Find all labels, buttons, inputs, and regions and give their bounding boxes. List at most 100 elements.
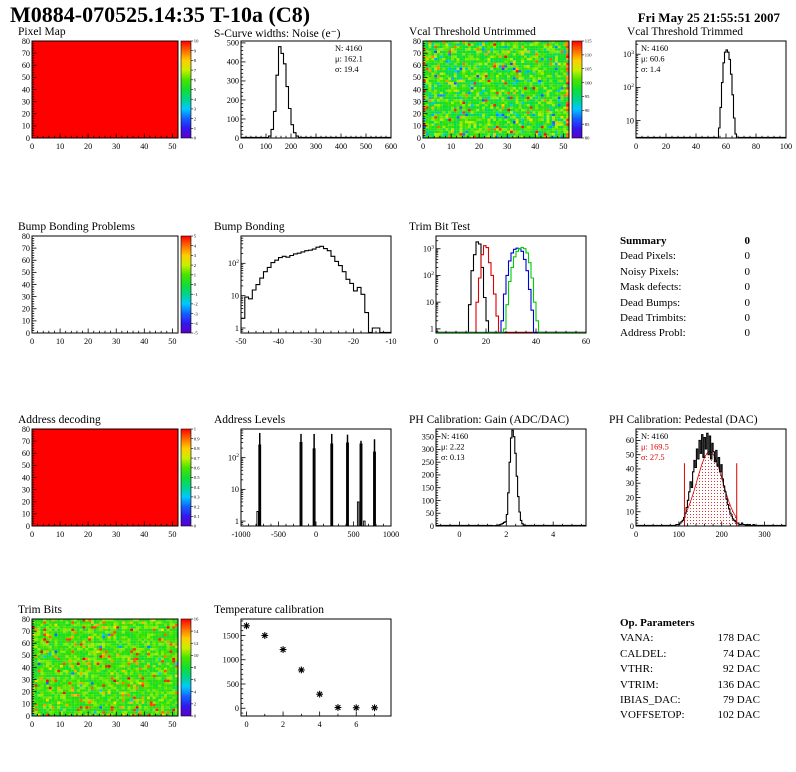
svg-text:0: 0 — [30, 337, 34, 346]
chart-title-bump-problems: Bump Bonding Problems — [18, 221, 135, 233]
svg-text:20: 20 — [22, 305, 30, 314]
svg-text:110: 110 — [585, 53, 592, 58]
svg-text:85: 85 — [585, 122, 590, 127]
scurve-noise-chart: 0 100 200 300 400 500 600 0 100 200 300 400 500 N: 41… — [204, 38, 400, 160]
svg-text:20: 20 — [662, 142, 670, 151]
block-row: Noisy Pixels: 0 — [620, 265, 750, 278]
chart-title-vcal-untrimmed: Vcal Threshold Untrimmed — [409, 26, 536, 38]
block-row: Dead Pixels: 0 — [620, 250, 750, 263]
svg-text:0: 0 — [235, 134, 239, 143]
svg-text:σ: 1.4: σ: 1.4 — [641, 65, 661, 74]
chart-title-address-levels: Address Levels — [214, 414, 286, 426]
chart-title-ph-gain: PH Calibration: Gain (ADC/DAC) — [409, 414, 570, 426]
chart-title-address-decoding: Address decoding — [18, 414, 101, 426]
chart-svg-bump-bonding: -50 -40 -30 -20 -10 1 10 102 — [228, 235, 396, 346]
svg-text:200: 200 — [716, 530, 728, 539]
svg-text:10: 10 — [56, 337, 64, 346]
svg-text:100: 100 — [585, 80, 593, 85]
svg-text:40: 40 — [140, 142, 148, 151]
chart-title-trim-bits: Trim Bits — [18, 604, 63, 616]
svg-text:6: 6 — [194, 78, 197, 83]
svg-text:200: 200 — [422, 471, 434, 480]
vcal-trimmed-chart: 0 20 40 60 80 100 10 102 103 N: 4160 μ: 60.6 σ: 1.4 — [599, 38, 795, 160]
svg-text:0: 0 — [26, 134, 30, 143]
block-row: Dead Bumps: 0 — [620, 296, 750, 309]
chart-title-pixel-map: Pixel Map — [18, 26, 66, 38]
svg-text:103: 103 — [423, 244, 434, 253]
svg-text:102: 102 — [228, 259, 239, 268]
svg-text:40: 40 — [626, 465, 634, 474]
chart-svg-address-decoding: 00.10.20.30.40.50.60.70.80.910 10 20 30 40 50… — [22, 425, 200, 539]
svg-text:60: 60 — [22, 449, 30, 458]
chart-svg-scurve-noise: 0 100 200 300 400 500 600 0 100 200 300 400 500 N: 41… — [227, 39, 397, 151]
svg-text:0: 0 — [194, 282, 197, 287]
svg-text:0: 0 — [630, 522, 634, 531]
svg-text:50: 50 — [168, 337, 176, 346]
svg-text:100: 100 — [260, 142, 272, 151]
svg-text:40: 40 — [532, 337, 540, 346]
svg-text:50: 50 — [22, 461, 30, 470]
svg-text:50: 50 — [413, 73, 421, 82]
svg-text:μ: 162.1: μ: 162.1 — [335, 55, 363, 64]
svg-text:0.4: 0.4 — [194, 485, 200, 490]
svg-text:10: 10 — [447, 142, 455, 151]
svg-text:300: 300 — [422, 445, 434, 454]
svg-text:80: 80 — [752, 142, 760, 151]
svg-text:1: 1 — [194, 126, 197, 131]
svg-text:N: 4160: N: 4160 — [641, 432, 668, 441]
svg-text:40: 40 — [22, 473, 30, 482]
svg-text:115: 115 — [585, 39, 592, 44]
svg-text:μ: 2.22: μ: 2.22 — [441, 443, 465, 452]
svg-text:20: 20 — [84, 142, 92, 151]
svg-text:90: 90 — [585, 108, 590, 113]
svg-text:10: 10 — [413, 122, 421, 131]
svg-text:0.1: 0.1 — [194, 514, 200, 519]
svg-text:50: 50 — [168, 530, 176, 539]
panel-bump-bonding: Bump Bonding -50 -40 -30 -20 -10 1 10 102 — [204, 221, 400, 355]
panel-address-levels: Address Levels -1000 -500 0 500 1000 1 10 102 — [204, 414, 400, 548]
svg-text:80: 80 — [22, 38, 30, 46]
svg-text:500: 500 — [347, 530, 359, 539]
svg-text:0: 0 — [634, 142, 638, 151]
svg-text:-1: -1 — [194, 292, 199, 297]
svg-text:-1000: -1000 — [231, 530, 250, 539]
block-row: VTRIM: 136 DAC — [620, 678, 760, 691]
address-levels-chart: -1000 -500 0 500 1000 1 10 102 — [204, 426, 400, 548]
temperature-calibration-chart: 0 2 4 6 0 500 1000 1500 — [204, 616, 400, 738]
ph-gain-chart: 0 2 4 0 50 100 150 200 250 300 350 N: 4160 μ: 2.22 σ:… — [399, 426, 595, 548]
block-title: Op. Parameters — [620, 617, 695, 629]
chart-svg-vcal-untrimmed: 80 85 90 95 100 105 110 115 0 10 20 30 40 50 0 10 20 30 40… — [413, 37, 593, 151]
svg-text:60: 60 — [722, 142, 730, 151]
svg-text:-3: -3 — [194, 311, 199, 316]
svg-text:10: 10 — [194, 39, 199, 44]
svg-text:30: 30 — [112, 530, 120, 539]
svg-text:0: 0 — [417, 134, 421, 143]
chart-title-ph-pedestal: PH Calibration: Pedestal (DAC) — [609, 414, 758, 426]
svg-text:50: 50 — [22, 73, 30, 82]
svg-text:100: 100 — [422, 496, 434, 505]
svg-text:20: 20 — [626, 493, 634, 502]
svg-text:20: 20 — [482, 337, 490, 346]
svg-text:0: 0 — [30, 142, 34, 151]
svg-text:50: 50 — [426, 509, 434, 518]
svg-text:70: 70 — [22, 437, 30, 446]
svg-text:7: 7 — [194, 68, 197, 73]
svg-text:0.8: 0.8 — [194, 446, 200, 451]
svg-text:0: 0 — [430, 522, 434, 531]
svg-text:200: 200 — [285, 142, 297, 151]
svg-text:3: 3 — [194, 253, 197, 258]
report-date: Fri May 25 21:55:51 2007 — [637, 10, 780, 25]
svg-text:-40: -40 — [273, 337, 284, 346]
svg-text:0: 0 — [634, 530, 638, 539]
bump-bonding-chart: -50 -40 -30 -20 -10 1 10 102 — [204, 233, 400, 355]
svg-text:20: 20 — [475, 142, 483, 151]
svg-text:0.9: 0.9 — [194, 436, 200, 441]
svg-text:0: 0 — [30, 530, 34, 539]
svg-text:-2: -2 — [194, 302, 199, 307]
svg-text:300: 300 — [758, 530, 770, 539]
block-row: Dead Trimbits: 0 — [620, 312, 750, 325]
svg-text:40: 40 — [140, 337, 148, 346]
svg-text:102: 102 — [423, 271, 434, 280]
block-row: Mask defects: 0 — [620, 281, 750, 294]
